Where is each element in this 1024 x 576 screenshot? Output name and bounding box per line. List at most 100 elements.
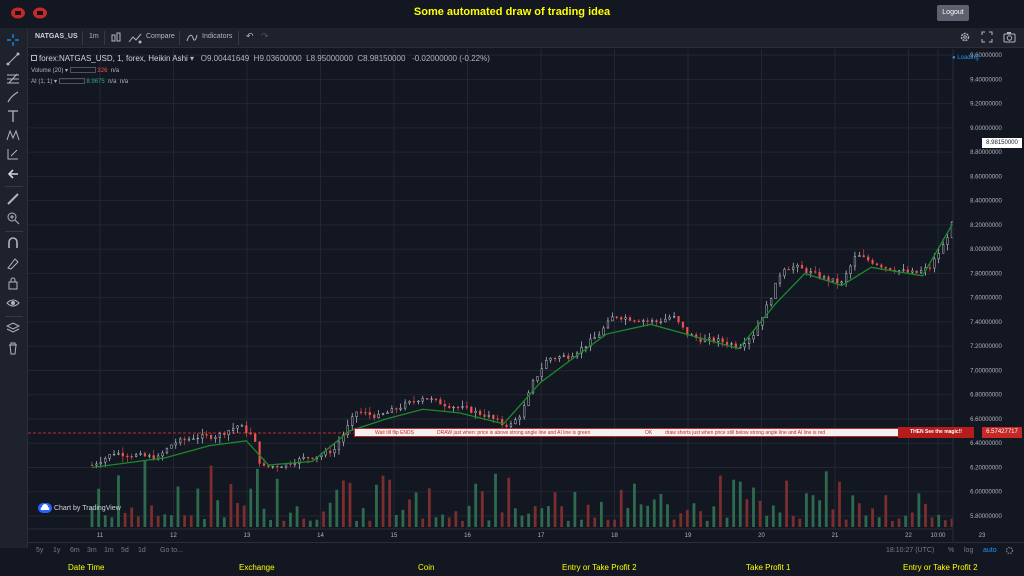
compare-button[interactable]: Compare bbox=[146, 33, 175, 40]
chart-style-icon[interactable] bbox=[111, 32, 121, 44]
candle-body bbox=[426, 398, 429, 400]
fullscreen-icon[interactable] bbox=[981, 31, 993, 43]
range-3m[interactable]: 3m bbox=[87, 547, 97, 554]
price-chart[interactable]: 9.60000000 9.40000000 9.20000000 9.00000000… bbox=[28, 49, 1024, 541]
magnet-icon[interactable] bbox=[6, 236, 20, 250]
candle-body bbox=[717, 338, 720, 342]
candle-body bbox=[90, 464, 94, 467]
volume-bar bbox=[732, 479, 736, 527]
clock-readout[interactable]: 18:10:27 (UTC) bbox=[886, 547, 935, 554]
ai-label[interactable]: AI (1, 1) bbox=[31, 79, 53, 85]
indicators-button[interactable]: Indicators bbox=[202, 33, 233, 40]
price-tick-label: 6.60000000 bbox=[970, 417, 1002, 423]
zoom-in-icon[interactable] bbox=[6, 211, 20, 225]
volume-bar bbox=[454, 511, 458, 527]
interval-select[interactable]: 1m bbox=[89, 33, 99, 40]
volume-bar bbox=[725, 517, 729, 527]
eye-icon[interactable] bbox=[6, 296, 20, 310]
candle-body bbox=[677, 316, 680, 323]
series-title[interactable]: forex:NATGAS_USD, 1, forex, Heikin Ashi bbox=[39, 54, 188, 63]
candle-body bbox=[165, 448, 169, 454]
trend-line-icon[interactable] bbox=[6, 52, 20, 66]
annotation-text: DRAW just when: price is above strong an… bbox=[437, 430, 591, 436]
lock-icon[interactable] bbox=[6, 276, 20, 290]
trash-icon[interactable] bbox=[6, 341, 20, 355]
tradingview-link[interactable]: Chart by TradingView bbox=[38, 503, 121, 517]
brush-icon[interactable] bbox=[6, 90, 20, 104]
camera-icon[interactable] bbox=[1003, 31, 1016, 43]
candle-body bbox=[227, 430, 230, 435]
logout-button[interactable]: Logout bbox=[937, 5, 969, 21]
range-1d[interactable]: 1d bbox=[138, 547, 146, 554]
candle-body bbox=[421, 398, 424, 402]
candle-body bbox=[245, 425, 248, 433]
range-5d[interactable]: 5d bbox=[121, 547, 129, 554]
goto-button[interactable]: Go to... bbox=[160, 547, 183, 554]
candle-body bbox=[333, 449, 336, 454]
range-5y[interactable]: 5y bbox=[36, 547, 44, 554]
candle-body bbox=[809, 271, 812, 273]
volume-bar bbox=[421, 518, 425, 527]
indicators-icon[interactable] bbox=[186, 32, 198, 44]
candle-body bbox=[871, 260, 874, 264]
candle-body bbox=[474, 410, 477, 413]
chart-area[interactable]: 9.60000000 9.40000000 9.20000000 9.00000000… bbox=[28, 49, 1024, 541]
layers-icon[interactable] bbox=[6, 321, 20, 335]
candle-body bbox=[818, 272, 821, 279]
log-toggle[interactable]: log bbox=[964, 547, 974, 554]
volume-label[interactable]: Volume (20) bbox=[31, 68, 64, 74]
candle-body bbox=[262, 463, 266, 466]
redo-icon[interactable]: ↷ bbox=[261, 31, 269, 41]
chevron-down-icon[interactable]: ▾ bbox=[65, 68, 69, 74]
candle-body bbox=[787, 268, 790, 271]
ruler-icon[interactable] bbox=[6, 192, 20, 206]
volume-bar bbox=[110, 517, 114, 527]
candle-body bbox=[381, 413, 385, 415]
range-1y[interactable]: 1y bbox=[53, 547, 61, 554]
measure-icon[interactable] bbox=[6, 147, 20, 161]
volume-bar bbox=[560, 506, 564, 527]
symbol-search[interactable]: NATGAS_US bbox=[35, 33, 78, 40]
time-tick-label: 22 bbox=[905, 533, 912, 539]
volume-bar bbox=[513, 508, 517, 527]
candle-body bbox=[602, 327, 605, 336]
ai-value: 8.9675 bbox=[86, 79, 105, 85]
volume-bar bbox=[394, 514, 398, 527]
chevron-down-icon[interactable]: ▾ bbox=[54, 79, 58, 85]
back-arrow-icon[interactable] bbox=[6, 167, 20, 181]
volume-bar bbox=[765, 515, 769, 527]
draw-mode-icon[interactable] bbox=[6, 256, 20, 270]
chevron-down-icon[interactable]: ▾ bbox=[190, 54, 195, 63]
volume-bar bbox=[209, 465, 213, 527]
text-icon[interactable] bbox=[6, 109, 20, 123]
price-axis[interactable] bbox=[953, 49, 1024, 541]
fib-icon[interactable] bbox=[6, 71, 20, 85]
price-tick-label: 8.20000000 bbox=[970, 223, 1002, 229]
price-tick-label: 7.60000000 bbox=[970, 296, 1002, 302]
candle-body bbox=[478, 410, 482, 415]
volume-bar bbox=[831, 509, 835, 527]
volume-bar bbox=[500, 512, 504, 527]
legend-buttons[interactable] bbox=[69, 67, 96, 74]
volume-bar bbox=[474, 483, 478, 527]
volume-bar bbox=[930, 517, 934, 527]
pattern-icon[interactable] bbox=[6, 128, 20, 142]
legend-buttons[interactable] bbox=[58, 78, 85, 85]
settings-gear-icon[interactable] bbox=[959, 31, 971, 43]
candle-body bbox=[456, 406, 460, 409]
annotation-text: Wait till flip ENDS bbox=[375, 430, 414, 436]
drawing-toolbar bbox=[0, 28, 28, 548]
range-1m[interactable]: 1m bbox=[104, 547, 114, 554]
undo-icon[interactable]: ↶ bbox=[246, 31, 254, 41]
percent-toggle[interactable]: % bbox=[948, 547, 955, 554]
compare-icon[interactable] bbox=[128, 32, 142, 44]
volume-bar bbox=[275, 478, 279, 527]
volume-bar bbox=[943, 520, 947, 527]
settings-gear-icon[interactable] bbox=[1005, 546, 1014, 555]
auto-toggle[interactable]: auto bbox=[983, 547, 997, 554]
candle-body bbox=[659, 321, 662, 323]
annotation-band: Wait till flip ENDS DRAW just when: pric… bbox=[354, 428, 974, 437]
crosshair-icon[interactable] bbox=[6, 33, 20, 47]
range-6m[interactable]: 6m bbox=[70, 547, 80, 554]
candle-body bbox=[831, 278, 834, 282]
